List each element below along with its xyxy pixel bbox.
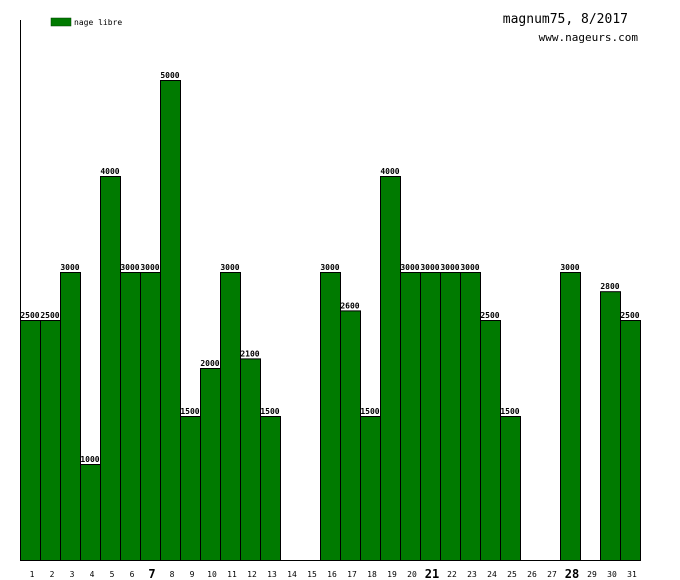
value-label-day-19: 4000 (380, 167, 399, 176)
value-label-day-4: 1000 (80, 455, 99, 464)
bar-day-7 (140, 272, 161, 561)
value-label-day-22: 3000 (440, 263, 459, 272)
value-label-day-31: 2500 (620, 311, 639, 320)
value-label-day-28: 3000 (560, 263, 579, 272)
bar-day-30 (600, 291, 621, 561)
bar-day-13 (260, 416, 281, 561)
bar-day-12 (240, 358, 261, 561)
value-label-day-11: 3000 (220, 263, 239, 272)
bar-day-23 (460, 272, 481, 561)
value-label-day-16: 3000 (320, 263, 339, 272)
value-label-day-23: 3000 (460, 263, 479, 272)
bar-day-21 (420, 272, 441, 561)
bar-day-2 (40, 320, 61, 561)
x-tick-label-4: 4 (90, 570, 95, 579)
value-label-day-1: 2500 (20, 311, 39, 320)
bar-day-9 (180, 416, 201, 561)
x-tick-label-1: 1 (30, 570, 35, 579)
x-tick-label-7: 7 (148, 567, 155, 580)
value-label-day-30: 2800 (600, 282, 619, 291)
value-label-day-7: 3000 (140, 263, 159, 272)
value-label-day-21: 3000 (420, 263, 439, 272)
value-label-day-8: 5000 (160, 71, 179, 80)
bar-day-16 (320, 272, 341, 561)
bar-day-5 (100, 176, 121, 561)
value-label-day-13: 1500 (260, 407, 279, 416)
x-tick-label-23: 23 (467, 570, 477, 579)
bar-day-17 (340, 310, 361, 561)
chart-title: magnum75, 8/2017 (503, 12, 628, 27)
x-tick-label-22: 22 (447, 570, 457, 579)
x-tick-label-16: 16 (327, 570, 337, 579)
x-tick-label-2: 2 (50, 570, 55, 579)
bar-day-18 (360, 416, 381, 561)
x-tick-label-21: 21 (425, 567, 439, 580)
x-tick-label-19: 19 (387, 570, 397, 579)
x-tick-labels-group: 1 2 3 4 5 6 7 8 9 10 11 12 13 14 15 16 17 18 19 20 21 22 23 24 2… (30, 567, 637, 580)
x-tick-label-15: 15 (307, 570, 317, 579)
x-tick-label-28: 28 (565, 567, 579, 580)
x-tick-label-6: 6 (130, 570, 135, 579)
x-tick-label-17: 17 (347, 570, 357, 579)
value-label-day-24: 2500 (480, 311, 499, 320)
x-tick-label-18: 18 (367, 570, 377, 579)
site-label: www.nageurs.com (539, 31, 639, 44)
bar-day-6 (120, 272, 141, 561)
bar-day-4 (80, 464, 101, 561)
x-tick-label-20: 20 (407, 570, 417, 579)
x-tick-label-30: 30 (607, 570, 617, 579)
x-tick-label-12: 12 (247, 570, 257, 579)
bar-day-3 (60, 272, 81, 561)
bar-day-25 (500, 416, 521, 561)
legend-label: nage libre (74, 18, 122, 27)
value-label-day-9: 1500 (180, 407, 199, 416)
bar-day-11 (220, 272, 241, 561)
bar-day-19 (380, 176, 401, 561)
x-tick-label-3: 3 (70, 570, 75, 579)
bar-day-20 (400, 272, 421, 561)
x-tick-label-14: 14 (287, 570, 297, 579)
value-label-day-12: 2100 (240, 349, 259, 358)
x-tick-label-31: 31 (627, 570, 637, 579)
value-label-day-20: 3000 (400, 263, 419, 272)
x-tick-label-24: 24 (487, 570, 497, 579)
x-tick-label-25: 25 (507, 570, 517, 579)
bar-day-24 (480, 320, 501, 561)
bars-group (20, 80, 641, 561)
value-label-day-18: 1500 (360, 407, 379, 416)
x-tick-label-27: 27 (547, 570, 557, 579)
legend-swatch (50, 17, 72, 27)
bar-day-8 (160, 80, 181, 561)
value-label-day-2: 2500 (40, 311, 59, 320)
x-tick-label-9: 9 (190, 570, 195, 579)
x-tick-label-10: 10 (207, 570, 217, 579)
x-tick-label-26: 26 (527, 570, 537, 579)
bar-day-10 (200, 368, 221, 561)
value-label-day-17: 2600 (340, 301, 359, 310)
value-label-day-10: 2000 (200, 359, 219, 368)
bar-day-31 (620, 320, 641, 561)
bar-day-22 (440, 272, 461, 561)
x-tick-label-5: 5 (110, 570, 115, 579)
x-tick-label-11: 11 (227, 570, 237, 579)
value-label-day-6: 3000 (120, 263, 139, 272)
value-label-day-25: 1500 (500, 407, 519, 416)
bar-day-28 (560, 272, 581, 561)
x-tick-label-8: 8 (170, 570, 175, 579)
x-tick-label-29: 29 (587, 570, 597, 579)
bar-day-1 (20, 320, 41, 561)
x-tick-label-13: 13 (267, 570, 277, 579)
value-label-day-3: 3000 (60, 263, 79, 272)
value-label-day-5: 4000 (100, 167, 119, 176)
